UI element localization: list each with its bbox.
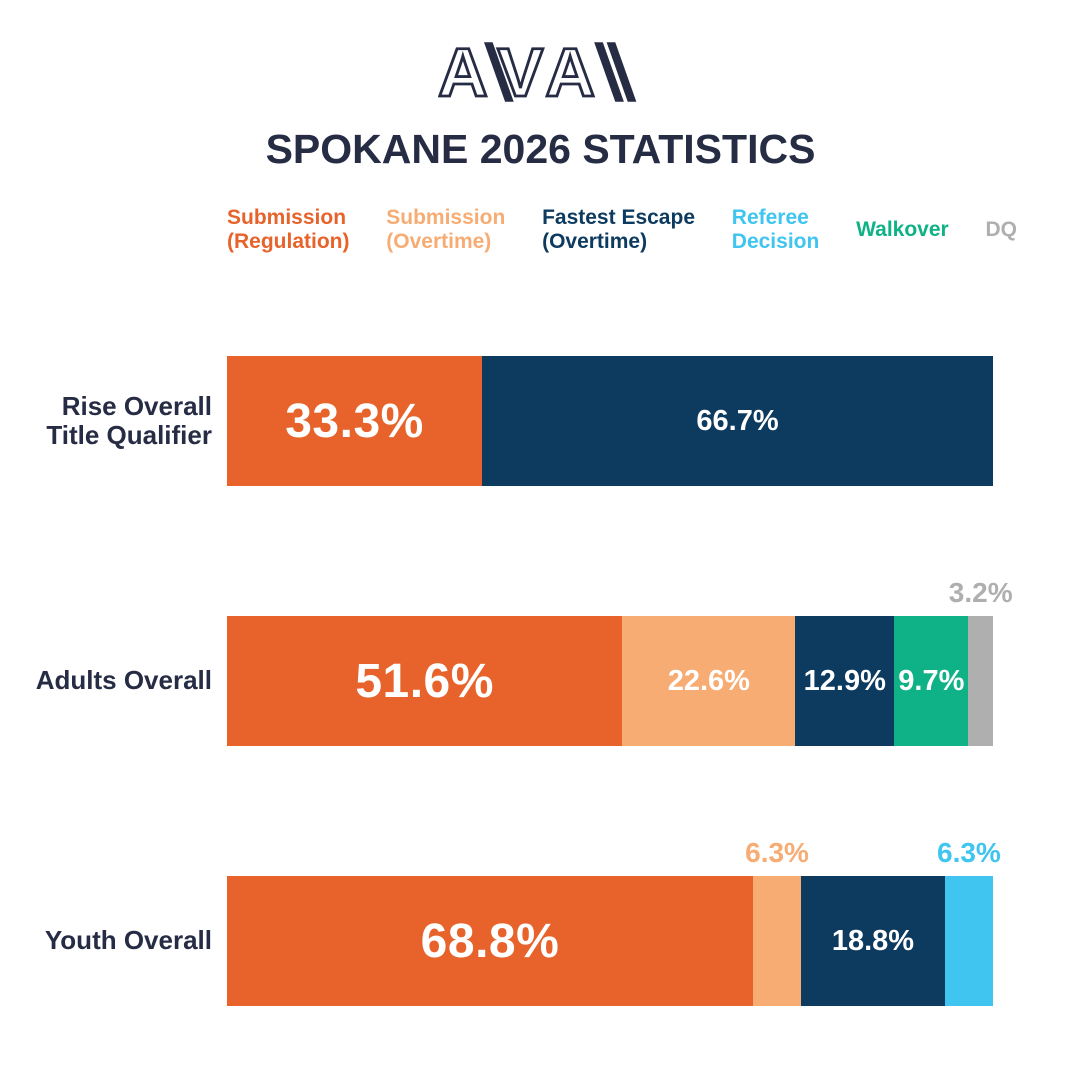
legend-item-label-line: DQ — [985, 217, 1017, 241]
row-label: Youth Overall — [0, 926, 212, 955]
legend-item-submission-overtime: Submission (Overtime) — [386, 206, 505, 253]
chart-row-rise-overall-title-qualifier: Rise Overall Title Qualifier 33.3% 66.7% — [0, 356, 1081, 487]
ava-logo-icon: A V A — [438, 34, 636, 110]
legend-item-referee-decision: Referee Decision — [732, 206, 820, 253]
bar-segment-submission-regulation: 51.6% — [227, 616, 623, 747]
chart-row-youth-overall: Youth Overall 68.8% 6.3% 18.8% 6.3% — [0, 837, 1081, 1007]
row-label: Adults Overall — [0, 666, 212, 695]
segment-value-label: 66.7% — [696, 404, 779, 437]
logo-slash-icon — [593, 42, 624, 102]
bar-segment-submission-overtime: 22.6% — [622, 616, 796, 747]
legend-item-fastest-escape-overtime: Fastest Escape (Overtime) — [542, 206, 695, 253]
logo-slash-icon — [483, 42, 514, 102]
segment-value-label: 33.3% — [285, 394, 424, 448]
segment-value-label-above: 6.3% — [936, 837, 1001, 869]
bar-segment-dq: 3.2% — [949, 577, 1013, 747]
segment-value-label: 51.6% — [355, 654, 494, 708]
bar-segment-submission-overtime: 6.3% — [745, 837, 809, 1007]
chart: Rise Overall Title Qualifier 33.3% 66.7% Adu… — [0, 356, 1081, 1007]
bar-segment-submission-regulation: 33.3% — [227, 356, 483, 487]
logo-letter: A — [545, 34, 595, 110]
bar-segment-fastest-escape-overtime: 66.7% — [482, 356, 993, 487]
segment-value-label: 68.8% — [420, 914, 560, 968]
logo: A V A — [0, 0, 1081, 110]
legend-item-label-line: Referee — [731, 206, 809, 229]
bar-segment-fastest-escape-overtime: 18.8% — [801, 876, 945, 1007]
legend-item-label-line: (Overtime) — [542, 229, 648, 253]
row-label-line: Title Qualifier — [46, 420, 212, 451]
stacked-bar: 68.8% 6.3% 18.8% 6.3% — [227, 837, 1001, 1007]
logo-slash-icon — [606, 42, 636, 102]
row-label-line: Adults Overall — [35, 665, 212, 696]
segment-value-label-above: 3.2% — [948, 577, 1013, 609]
legend-item-submission-regulation: Submission (Regulation) — [227, 206, 349, 253]
page-title: SPOKANE 2026 STATISTICS — [265, 126, 816, 172]
legend-item-label-line: Fastest Escape — [542, 206, 695, 229]
logo-letter: A — [438, 34, 488, 110]
legend-item-label-line: Submission — [227, 206, 347, 229]
stacked-bar: 33.3% 66.7% — [227, 356, 993, 487]
legend-item-dq: DQ — [985, 218, 1017, 242]
chart-row-adults-overall: Adults Overall 51.6% 22.6% 12.9% 9.7% 3.2% — [0, 577, 1081, 747]
bar-segment-fastest-escape-overtime: 12.9% — [795, 616, 895, 747]
legend-item-label-line: (Overtime) — [386, 229, 492, 253]
row-label-line: Rise Overall — [61, 390, 212, 421]
segment-value-label: 22.6% — [667, 664, 750, 697]
legend: Submission (Regulation) Submission (Overtim… — [227, 206, 1017, 253]
bar-segment-submission-regulation: 68.8% — [227, 876, 753, 1007]
row-label-line: Youth Overall — [44, 925, 212, 956]
legend-item-label-line: Walkover — [856, 217, 949, 241]
legend-item-label-line: (Regulation) — [227, 229, 350, 253]
row-label: Rise Overall Title Qualifier — [0, 390, 212, 451]
legend-item-walkover: Walkover — [856, 218, 949, 242]
bar-segment-referee-decision: 6.3% — [937, 837, 1001, 1007]
segment-value-label: 12.9% — [803, 664, 886, 697]
segment-value-label: 18.8% — [831, 924, 915, 957]
legend-item-label-line: Decision — [731, 229, 820, 253]
segment-value-label: 9.7% — [898, 664, 965, 697]
segment-value-label-above: 6.3% — [745, 837, 809, 869]
stacked-bar: 51.6% 22.6% 12.9% 9.7% 3.2% — [227, 577, 1013, 747]
bar-segment-walkover: 9.7% — [894, 616, 969, 747]
legend-item-label-line: Submission — [386, 206, 506, 229]
